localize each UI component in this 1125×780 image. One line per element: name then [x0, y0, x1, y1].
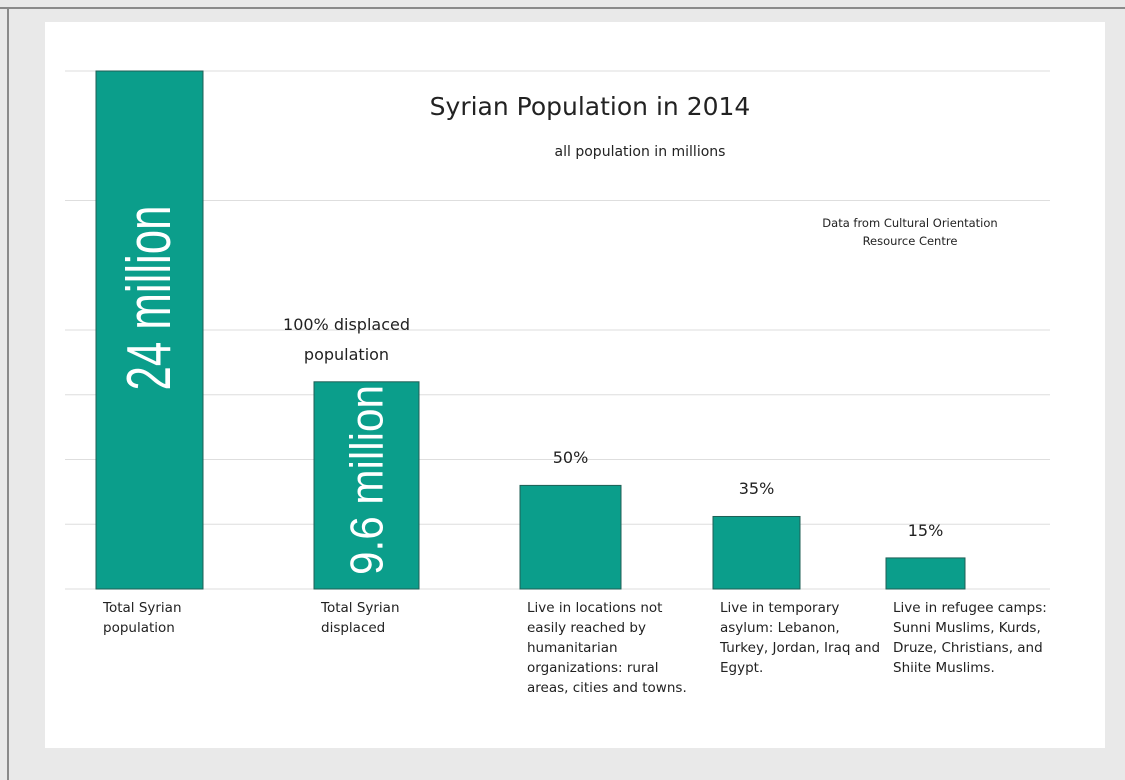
bar [712, 515, 801, 590]
bar [313, 381, 420, 590]
x-tick-label: Total Syrian displaced [321, 600, 400, 636]
value-label: 24 million [115, 206, 184, 391]
x-tick-label: Live in locations not easily reached by … [527, 600, 687, 696]
bar-annotation: 15% [907, 520, 944, 540]
x-tick-label: Total Syrian population [103, 600, 182, 636]
chart-title: Syrian Population in 2014 [429, 92, 751, 121]
bar-annotation: 50% [552, 448, 589, 468]
source-note: Data from Cultural Orientation Resource … [822, 216, 998, 248]
bar-annotation: 35% [738, 479, 775, 499]
panel [45, 22, 1105, 748]
x-tick-label: Live in temporary asylum: Lebanon, Turke… [720, 600, 881, 676]
bar [95, 70, 204, 590]
x-tick-label: Live in refugee camps: Sunni Muslims, Ku… [893, 600, 1047, 676]
bar [519, 484, 622, 590]
bar [885, 557, 966, 590]
value-label: 9.6 million [341, 385, 393, 575]
chart-subtitle: all population in millions [554, 144, 726, 160]
bar-annotation: 100% displaced population [283, 314, 410, 364]
